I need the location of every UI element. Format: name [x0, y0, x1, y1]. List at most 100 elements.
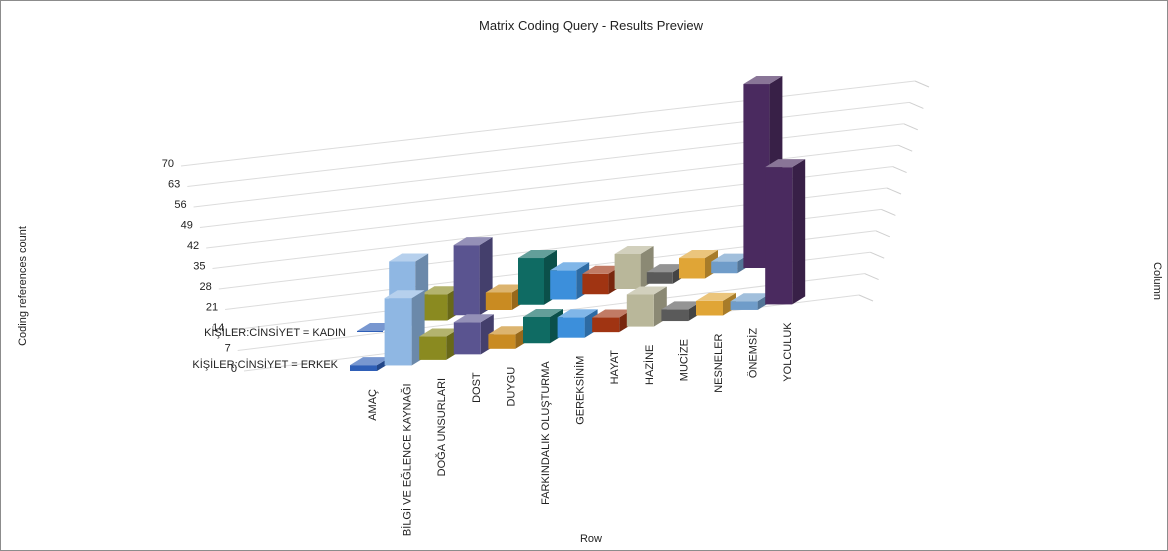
bar-1-12-front	[765, 167, 793, 305]
category-label: YOLCULUK	[782, 322, 794, 382]
bar-0-11-top	[711, 253, 751, 262]
y-tick-label: 28	[200, 281, 212, 293]
category-label: DOST	[471, 372, 483, 403]
bar-0-12-front	[743, 84, 770, 268]
gridline-tick	[898, 144, 913, 152]
bar-1-7-top	[592, 309, 633, 318]
category-label: HAZİNE	[643, 345, 656, 385]
bar-0-6-top	[550, 262, 590, 271]
bar-0-6	[550, 262, 590, 300]
category-label: NESNELER	[713, 333, 725, 392]
chart-title: Matrix Coding Query - Results Preview	[479, 18, 704, 33]
bar-0-1-top	[389, 253, 429, 262]
bar-1-2-top	[419, 328, 460, 337]
bar-1-4	[488, 326, 529, 349]
bar-0-9-top	[646, 264, 686, 273]
bar-0-7-top	[582, 265, 622, 274]
series-label: KİŞİLER:CİNSİYET = ERKEK	[192, 358, 338, 371]
bars	[350, 76, 806, 371]
bar-1-10-top	[696, 292, 736, 301]
bar-0-5-top	[518, 250, 557, 259]
y-tick-label: 70	[162, 158, 174, 170]
gridline-tick	[914, 80, 930, 88]
bar-0-12-top	[743, 76, 783, 85]
category-label: GEREKSİNİM	[574, 356, 587, 425]
gridline-tick	[886, 187, 902, 195]
bar-0-0-front	[357, 331, 383, 332]
gridline-tick	[870, 251, 885, 259]
series-labels: KİŞİLER:CİNSİYET = KADIN KİŞİLER:CİNSİYET…	[192, 326, 346, 371]
bar-1-8-top	[626, 286, 667, 295]
bar-0-3-front	[453, 245, 480, 316]
bar-1-3-front	[453, 322, 481, 355]
gridline-tick	[881, 208, 896, 216]
bar-1-12-top	[765, 159, 806, 168]
bar-0-3-top	[453, 237, 493, 246]
bar-1-0-front	[350, 365, 377, 371]
bar-1-2-front	[419, 336, 447, 360]
category-label: HAYAT	[609, 350, 621, 385]
bar-1-1-front	[384, 298, 412, 366]
bar-0-10	[679, 250, 718, 279]
bar-1-7	[592, 309, 633, 333]
bar-1-1	[384, 290, 425, 366]
category-label: DUYGU	[505, 367, 517, 407]
bar-1-11-front	[730, 301, 758, 310]
y-tick-label: 49	[181, 220, 193, 232]
bar-0-3	[453, 237, 493, 316]
bar-0-7-front	[582, 273, 609, 295]
bar-1-6-top	[557, 309, 598, 318]
bar-0-2-front	[421, 294, 448, 321]
gridline	[193, 123, 904, 208]
series-label: KİŞİLER:CİNSİYET = KADIN	[204, 326, 346, 339]
bar-1-1-top	[384, 290, 425, 299]
bar-1-8-front	[626, 294, 654, 327]
bar-1-10-side	[723, 292, 736, 316]
category-label: BİLGİ VE EĞLENCE KAYNAĞI	[401, 383, 414, 536]
bar-0-4-top	[485, 284, 525, 293]
gridline-tick	[903, 123, 918, 131]
x-axis-label: Row	[580, 533, 602, 545]
y-tick-label: 56	[174, 199, 186, 211]
bar-1-5	[523, 308, 563, 344]
gridline-tick	[909, 101, 924, 109]
bar-0-6-front	[550, 270, 577, 300]
bar-1-5-top	[523, 308, 563, 317]
y-tick-label: 35	[193, 261, 205, 273]
gridline	[187, 101, 910, 187]
gridline-tick	[875, 230, 890, 238]
y-tick-label: 42	[187, 240, 199, 252]
category-label: DOĞA UNSURLARI	[435, 378, 448, 476]
bar-1-4-top	[488, 326, 529, 335]
bar-1-12	[765, 159, 806, 305]
category-label: ÖNEMSİZ	[747, 328, 760, 378]
bar-1-9-front	[661, 309, 689, 322]
category-label: AMAÇ	[367, 389, 379, 421]
bar-0-11-front	[711, 261, 738, 274]
bar-1-2	[419, 328, 460, 360]
y-tick-label: 21	[206, 302, 218, 314]
bar-1-0	[350, 357, 390, 371]
bar-1-12-side	[792, 159, 806, 305]
bar-1-8	[626, 286, 667, 327]
bar-1-6-front	[557, 317, 585, 338]
bar-1-11	[730, 293, 771, 310]
bar-1-10	[696, 292, 736, 316]
bar-1-10-front	[696, 300, 723, 316]
gridline-tick	[864, 273, 879, 281]
bar-1-4-front	[488, 334, 516, 349]
bar-0-10-front	[679, 258, 705, 279]
bar-1-9-top	[661, 301, 702, 310]
gridline	[180, 80, 916, 167]
category-labels: AMAÇ BİLGİ VE EĞLENCE KAYNAĞI DOĞA UNSURLA…	[367, 322, 794, 536]
y-axis-label: Coding references count	[17, 226, 29, 346]
y-tick-label: 14	[212, 322, 224, 334]
category-label: FARKINDALIK OLUŞTURMA	[540, 361, 552, 505]
bar-0-2-top	[421, 286, 461, 295]
bar-0-5-front	[518, 258, 544, 305]
y-tick-label: 7	[225, 343, 231, 355]
bar-1-11-top	[730, 293, 771, 302]
bar-1-3	[453, 314, 494, 355]
